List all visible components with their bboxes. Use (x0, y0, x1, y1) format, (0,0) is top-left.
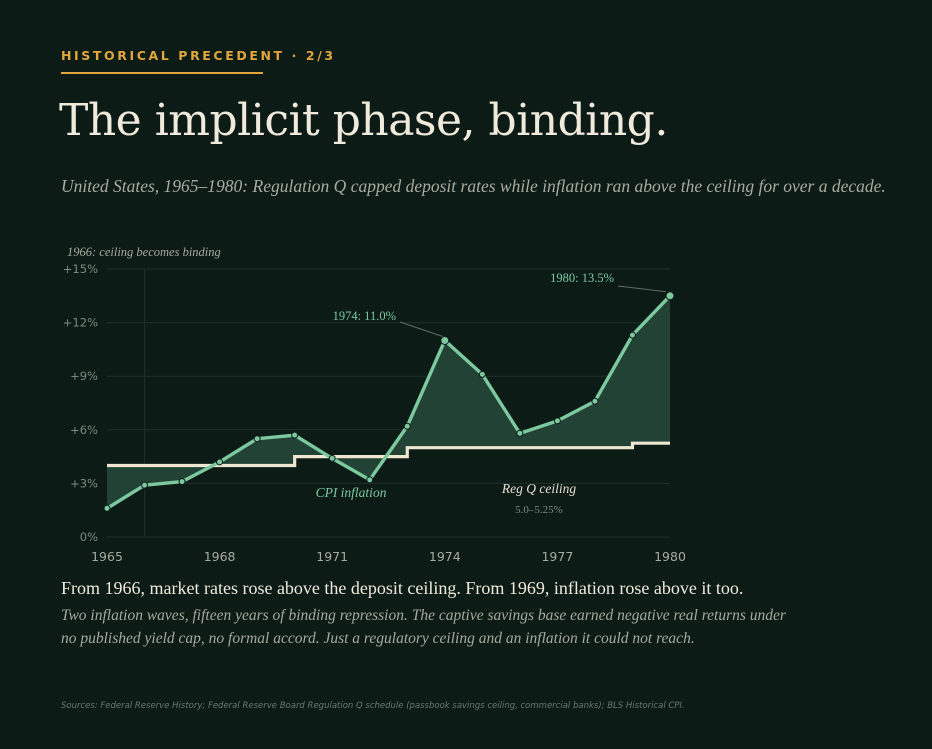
cpi-point (403, 422, 411, 430)
chart-annotations: 1966: ceiling becomes binding 1974: 11.0%… (67, 245, 667, 516)
caption-lead: From 1966, market rates rose above the d… (61, 578, 744, 598)
page-title: The implicit phase, binding. (59, 95, 668, 146)
y-axis-labels: 0% +3% +6% +9% +12% +15% (63, 262, 98, 544)
peak-1980-label: 1980: 13.5% (550, 271, 614, 285)
y-tick-label: +12% (63, 316, 98, 330)
cpi-series-label: CPI inflation (316, 485, 387, 500)
y-tick-label: 0% (80, 530, 98, 544)
cpi-point (516, 429, 524, 437)
caption-body: Two inflation waves, fifteen years of bi… (61, 607, 786, 647)
cpi-inflation-line (106, 294, 672, 510)
cpi-point (103, 504, 111, 512)
peak-1974-leader (399, 321, 443, 337)
ceiling-range-note: 5.0–5.25% (515, 504, 563, 516)
x-axis-labels: 1965 1968 1971 1974 1977 1980 (91, 549, 686, 564)
binding-annotation: 1966: ceiling becomes binding (67, 245, 221, 259)
cpi-point (665, 291, 675, 301)
x-tick-label: 1977 (541, 549, 573, 564)
cpi-point (440, 335, 450, 345)
x-tick-label: 1965 (91, 549, 123, 564)
y-tick-label: +9% (70, 369, 98, 383)
y-tick-label: +3% (70, 476, 98, 490)
chart-lines (106, 294, 672, 510)
cpi-points (103, 291, 675, 512)
section-eyebrow: HISTORICAL PRECEDENT · 2/3 (61, 48, 336, 63)
x-tick-label: 1980 (654, 549, 686, 564)
reg-q-ceiling-line (107, 441, 670, 468)
chart-gridlines (107, 268, 670, 538)
cpi-point (591, 397, 599, 405)
cpi-point (216, 458, 224, 466)
page-subtitle: United States, 1965–1980: Regulation Q c… (61, 176, 886, 196)
peak-1980-leader (617, 285, 667, 293)
x-tick-label: 1971 (316, 549, 348, 564)
ceiling-series-label: Reg Q ceiling (501, 481, 576, 496)
cpi-point (328, 454, 336, 462)
y-tick-label: +6% (70, 423, 98, 437)
cpi-point (291, 431, 299, 439)
x-tick-label: 1968 (204, 549, 236, 564)
cpi-point (366, 476, 374, 484)
gap-area (107, 295, 670, 509)
cpi-point (253, 435, 261, 443)
cpi-point (553, 417, 561, 425)
cpi-point (178, 478, 186, 486)
cpi-point (478, 370, 486, 378)
x-tick-label: 1974 (429, 549, 461, 564)
cpi-point (628, 331, 636, 339)
eyebrow-underline (61, 72, 263, 74)
cpi-point (141, 481, 149, 489)
y-tick-label: +15% (63, 262, 98, 276)
source-note: Sources: Federal Reserve History; Federa… (61, 701, 685, 711)
gap-fills (107, 295, 670, 509)
peak-1974-label: 1974: 11.0% (333, 309, 396, 323)
